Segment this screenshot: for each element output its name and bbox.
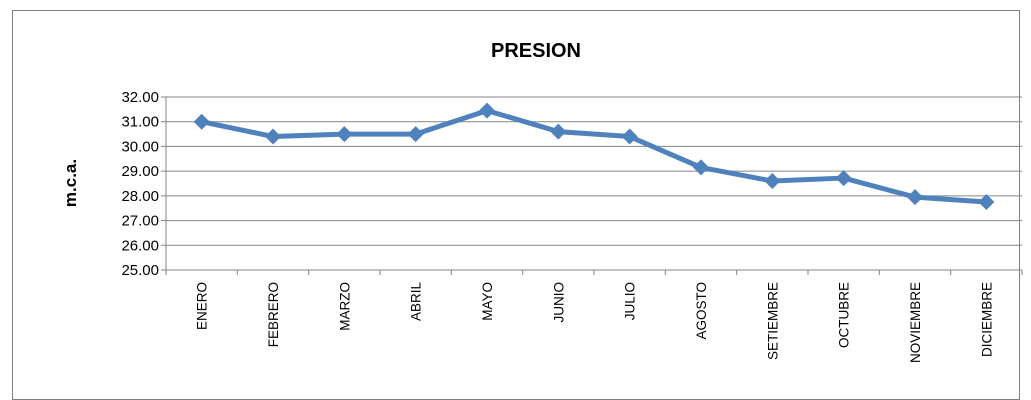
data-point-marker [550, 123, 567, 140]
y-tick-label: 32.00 [121, 89, 159, 106]
data-point-marker [407, 126, 424, 143]
x-tick-label: JULIO [623, 282, 638, 320]
x-tick-label: MAYO [480, 282, 495, 321]
x-tick-label: ABRIL [409, 282, 424, 322]
axes [165, 97, 1023, 275]
x-tick-label: DICIEMBRE [979, 282, 994, 357]
y-tick-label: 26.00 [121, 237, 159, 254]
data-point-marker [265, 128, 281, 145]
data-point-marker [479, 102, 495, 119]
x-tick-label: SETIEMBRE [765, 282, 780, 360]
chart-title: PRESION [491, 40, 581, 62]
x-tick-label: JUNIO [551, 282, 566, 323]
y-tick-label: 25.00 [121, 262, 159, 279]
x-tick-label: OCTUBRE [837, 282, 852, 348]
data-point-marker [764, 173, 781, 190]
series-line [199, 108, 989, 205]
data-point-marker [693, 159, 709, 176]
data-point-marker [835, 170, 852, 187]
series-layer [193, 102, 995, 211]
y-axis-label: m.c.a. [61, 159, 80, 207]
data-point-marker [336, 126, 353, 143]
x-tick-label: MARZO [337, 282, 352, 331]
x-tick-label: NOVIEMBRE [908, 282, 923, 363]
y-tick-label: 31.00 [121, 114, 159, 131]
y-tick-label: 27.00 [121, 213, 159, 230]
data-point-marker [193, 113, 210, 130]
x-tick-labels: ENERO FEBRERO MARZO ABRIL MAYO JUNIO JULIO AGOS… [195, 282, 995, 363]
chart-frame [12, 10, 1020, 400]
gridlines [161, 96, 1022, 271]
data-point-marker [978, 194, 995, 211]
y-tick-label: 29.00 [121, 163, 159, 180]
x-tick-label: AGOSTO [694, 282, 709, 340]
y-tick-labels: 25.00 26.00 27.00 28.00 29.00 30.00 31.00 32.00 [121, 89, 159, 279]
y-tick-label: 30.00 [121, 138, 159, 155]
y-tick-label: 28.00 [121, 188, 159, 205]
data-point-marker [621, 128, 638, 145]
x-tick-label: FEBRERO [266, 282, 281, 347]
x-tick-label: ENERO [195, 282, 210, 330]
data-point-marker [907, 189, 923, 206]
